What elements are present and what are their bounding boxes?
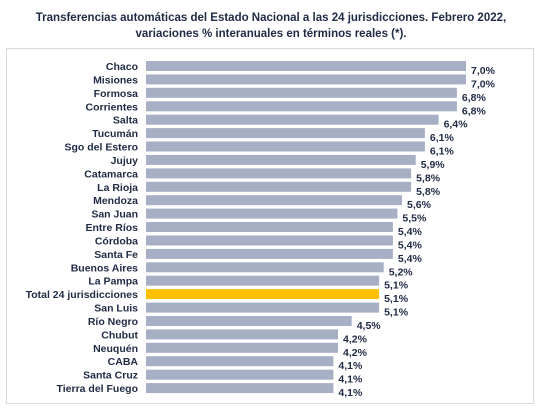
value-label: 5,1%: [384, 293, 409, 305]
bar: [146, 61, 466, 71]
value-label: 5,4%: [398, 240, 423, 252]
bar: [146, 87, 457, 98]
value-label: 4,5%: [357, 320, 382, 332]
bar: [146, 141, 425, 152]
value-label: 6,1%: [430, 146, 455, 158]
bar-total: [146, 289, 380, 300]
chart-title-line-2: variaciones % interanuales en términos r…: [135, 28, 407, 40]
chart-title-line-1: Transferencias automáticas del Estado Na…: [35, 12, 507, 24]
value-label: 5,2%: [389, 266, 414, 278]
value-label: 5,9%: [421, 159, 446, 171]
bar: [146, 154, 416, 165]
category-label: San Luis: [94, 303, 138, 315]
value-label: 6,8%: [462, 92, 487, 104]
category-label: Entre Ríos: [85, 222, 138, 234]
value-label: 4,1%: [338, 360, 363, 372]
bar: [146, 275, 380, 286]
bar: [146, 168, 412, 179]
value-label: 5,1%: [384, 280, 409, 292]
category-label: Chubut: [101, 329, 138, 341]
value-label: 6,4%: [444, 119, 469, 131]
bar: [146, 302, 380, 313]
value-label: 5,4%: [398, 226, 423, 238]
bar: [146, 195, 402, 206]
bar: [146, 262, 384, 273]
bar: [146, 369, 334, 380]
bar: [146, 356, 334, 367]
category-label: La Rioja: [97, 182, 138, 194]
category-label: Santa Fe: [94, 249, 138, 261]
value-label: 5,8%: [416, 172, 441, 184]
value-label: 5,6%: [407, 199, 432, 211]
category-label: CABA: [108, 356, 139, 368]
category-label: La Pampa: [88, 276, 138, 288]
category-label: San Juan: [91, 209, 138, 221]
bar: [146, 342, 338, 353]
bar: [146, 74, 466, 85]
value-label: 7,0%: [471, 78, 496, 90]
chart-title: Transferencias automáticas del Estado Na…: [0, 10, 542, 42]
bar: [146, 235, 393, 246]
bar: [146, 248, 393, 259]
value-label: 5,4%: [398, 253, 423, 265]
bar: [146, 114, 439, 125]
value-label: 5,8%: [416, 186, 441, 198]
category-label: Salta: [113, 115, 138, 127]
value-label: 6,1%: [430, 132, 455, 144]
bar: [146, 101, 457, 112]
category-label: Neuquén: [93, 343, 138, 355]
bar: [146, 128, 425, 139]
value-label: 5,1%: [384, 307, 409, 319]
category-label: Santa Cruz: [83, 370, 138, 382]
category-label: Misiones: [93, 74, 138, 86]
category-label: Formosa: [94, 88, 139, 100]
category-label: Jujuy: [111, 155, 139, 167]
bar: [146, 316, 352, 326]
category-label: Corrientes: [85, 101, 138, 113]
bar: [146, 222, 393, 232]
category-label: Chaco: [106, 61, 138, 73]
category-label: Total 24 jurisdicciones: [26, 289, 139, 301]
chart-frame: [6, 48, 534, 404]
category-label: Río Negro: [88, 316, 138, 328]
value-label: 4,2%: [343, 333, 368, 345]
category-label: Catamarca: [84, 168, 138, 180]
category-label: Sgo del Estero: [64, 142, 138, 154]
category-label: Tierra del Fuego: [57, 383, 139, 395]
category-label: Buenos Aires: [71, 262, 138, 274]
value-label: 4,2%: [343, 347, 368, 359]
value-label: 4,1%: [338, 387, 363, 399]
bar: [146, 329, 338, 340]
category-label: Tucumán: [92, 128, 138, 140]
value-label: 7,0%: [471, 65, 496, 77]
value-label: 5,5%: [402, 213, 427, 225]
value-label: 4,1%: [338, 374, 363, 386]
bar: [146, 383, 334, 394]
category-label: Córdoba: [95, 236, 138, 248]
bar: [146, 181, 412, 192]
bar: [146, 208, 398, 219]
category-label: Mendoza: [93, 195, 138, 207]
value-label: 6,8%: [462, 105, 487, 117]
